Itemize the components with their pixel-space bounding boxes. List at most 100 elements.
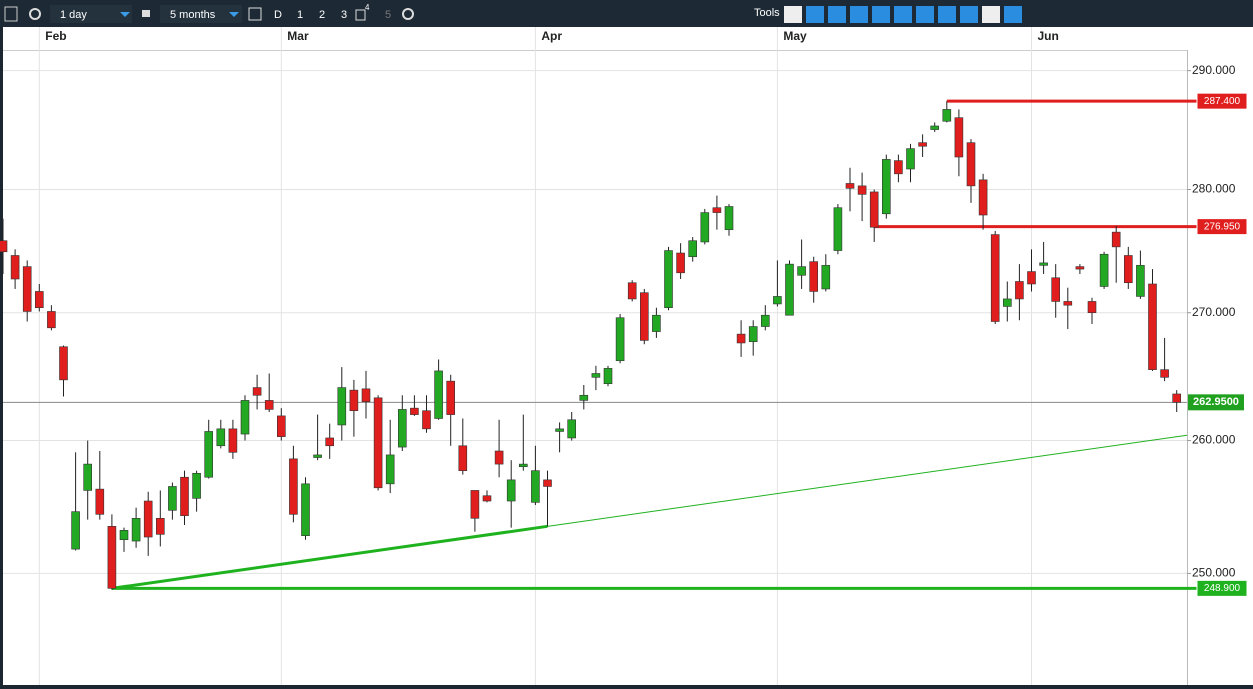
y-tick-label: 270.000 [1192,305,1236,319]
candle-body [337,387,347,426]
candle-body [83,463,92,491]
candle-body [942,109,952,122]
candle-body [410,407,419,415]
candle-body [652,314,661,332]
candle-body [688,240,698,258]
trendline [111,524,548,590]
tool[interactable] [894,6,912,23]
tool[interactable] [872,6,890,23]
candle-body [918,142,927,147]
candle-body [518,463,528,468]
candle-body [894,160,903,175]
candle-body [228,428,238,453]
candle-body [1099,253,1109,287]
candle-body [700,212,710,243]
candle-body [107,526,117,589]
candle-body [821,265,831,290]
candle-body [1015,281,1024,300]
candle-body [59,346,68,381]
candle-body [22,266,32,312]
candle-body [579,394,589,401]
candle-body [543,479,552,487]
candle-body [712,207,722,213]
tool[interactable] [982,6,1000,23]
candle-body [603,368,613,385]
candle-body [845,183,855,189]
last-price-box [1188,394,1244,411]
x-tick-label: May [783,29,807,43]
toolbar-buttons: D 1 2 3 [274,9,347,21]
candle-body [34,291,44,308]
lock-icon[interactable] [142,10,150,17]
interval: 1 day [60,9,87,21]
candle-body [276,415,286,437]
chart-area [3,27,1253,685]
range-select[interactable] [160,5,242,23]
calendar-icon[interactable] [248,7,262,21]
tool[interactable] [960,6,978,23]
tool[interactable] [806,6,824,23]
interval-select[interactable] [50,5,132,23]
range: 5 months [170,9,216,21]
candle-body [531,470,540,503]
candle-body [555,428,564,432]
candle-body [869,191,879,228]
candle-body [639,292,649,341]
candle-body [627,282,637,300]
toolbar-button[interactable]: D [274,9,282,21]
tool[interactable] [784,6,802,23]
y-tick-label: 280.000 [1192,182,1236,196]
candle-body [301,483,310,536]
settings-icon[interactable] [402,8,414,20]
toolbar-button[interactable]: 2 [319,9,325,21]
candle-body [180,476,189,516]
tool[interactable] [938,6,956,23]
candle-body [264,400,274,410]
candle-body [797,266,806,276]
candle-body [373,397,383,489]
y-tick-label: 250.000 [1192,566,1236,580]
candle-body [95,488,105,515]
tool[interactable] [828,6,846,23]
candle-body [192,472,201,499]
candle-body [809,261,819,292]
candle-body [482,495,492,502]
candle-body [204,431,213,478]
tool[interactable] [850,6,868,23]
candle-body [156,518,165,535]
y-tick-label: 260.000 [1192,433,1236,447]
y-tick-label: 290.000 [1192,63,1236,77]
candle-body [494,450,504,465]
toolbar-button[interactable]: 3 [341,9,347,21]
candle-body [446,380,456,415]
candle-body [881,159,891,215]
candle-body [990,234,1000,322]
tool[interactable] [916,6,934,23]
candle-body [1172,393,1181,403]
candle-body [1039,262,1048,266]
tools [784,6,1022,23]
candle-body [252,387,262,396]
compare-icon[interactable] [355,9,366,21]
candle-body [313,454,322,458]
candle-body [966,142,976,187]
tool[interactable] [1004,6,1022,23]
candle-body [833,207,843,251]
menu-icon[interactable] [4,6,18,22]
x-tick-label: Apr [541,29,562,43]
price-label: 276.950 [1204,221,1241,232]
candle-body [1160,369,1169,378]
candle-body [216,428,226,447]
toolbar-button[interactable]: 1 [297,9,303,21]
candle-body [1136,265,1145,297]
candle-body [615,317,625,362]
candle-body [143,500,153,538]
button-disabled: 5 [385,9,391,21]
candle-body [1002,298,1012,307]
candle-body [71,511,80,550]
tools-label: Tools [754,7,780,19]
settings-icon[interactable] [29,8,41,20]
candle-body [760,314,770,327]
candle-body [930,125,940,130]
